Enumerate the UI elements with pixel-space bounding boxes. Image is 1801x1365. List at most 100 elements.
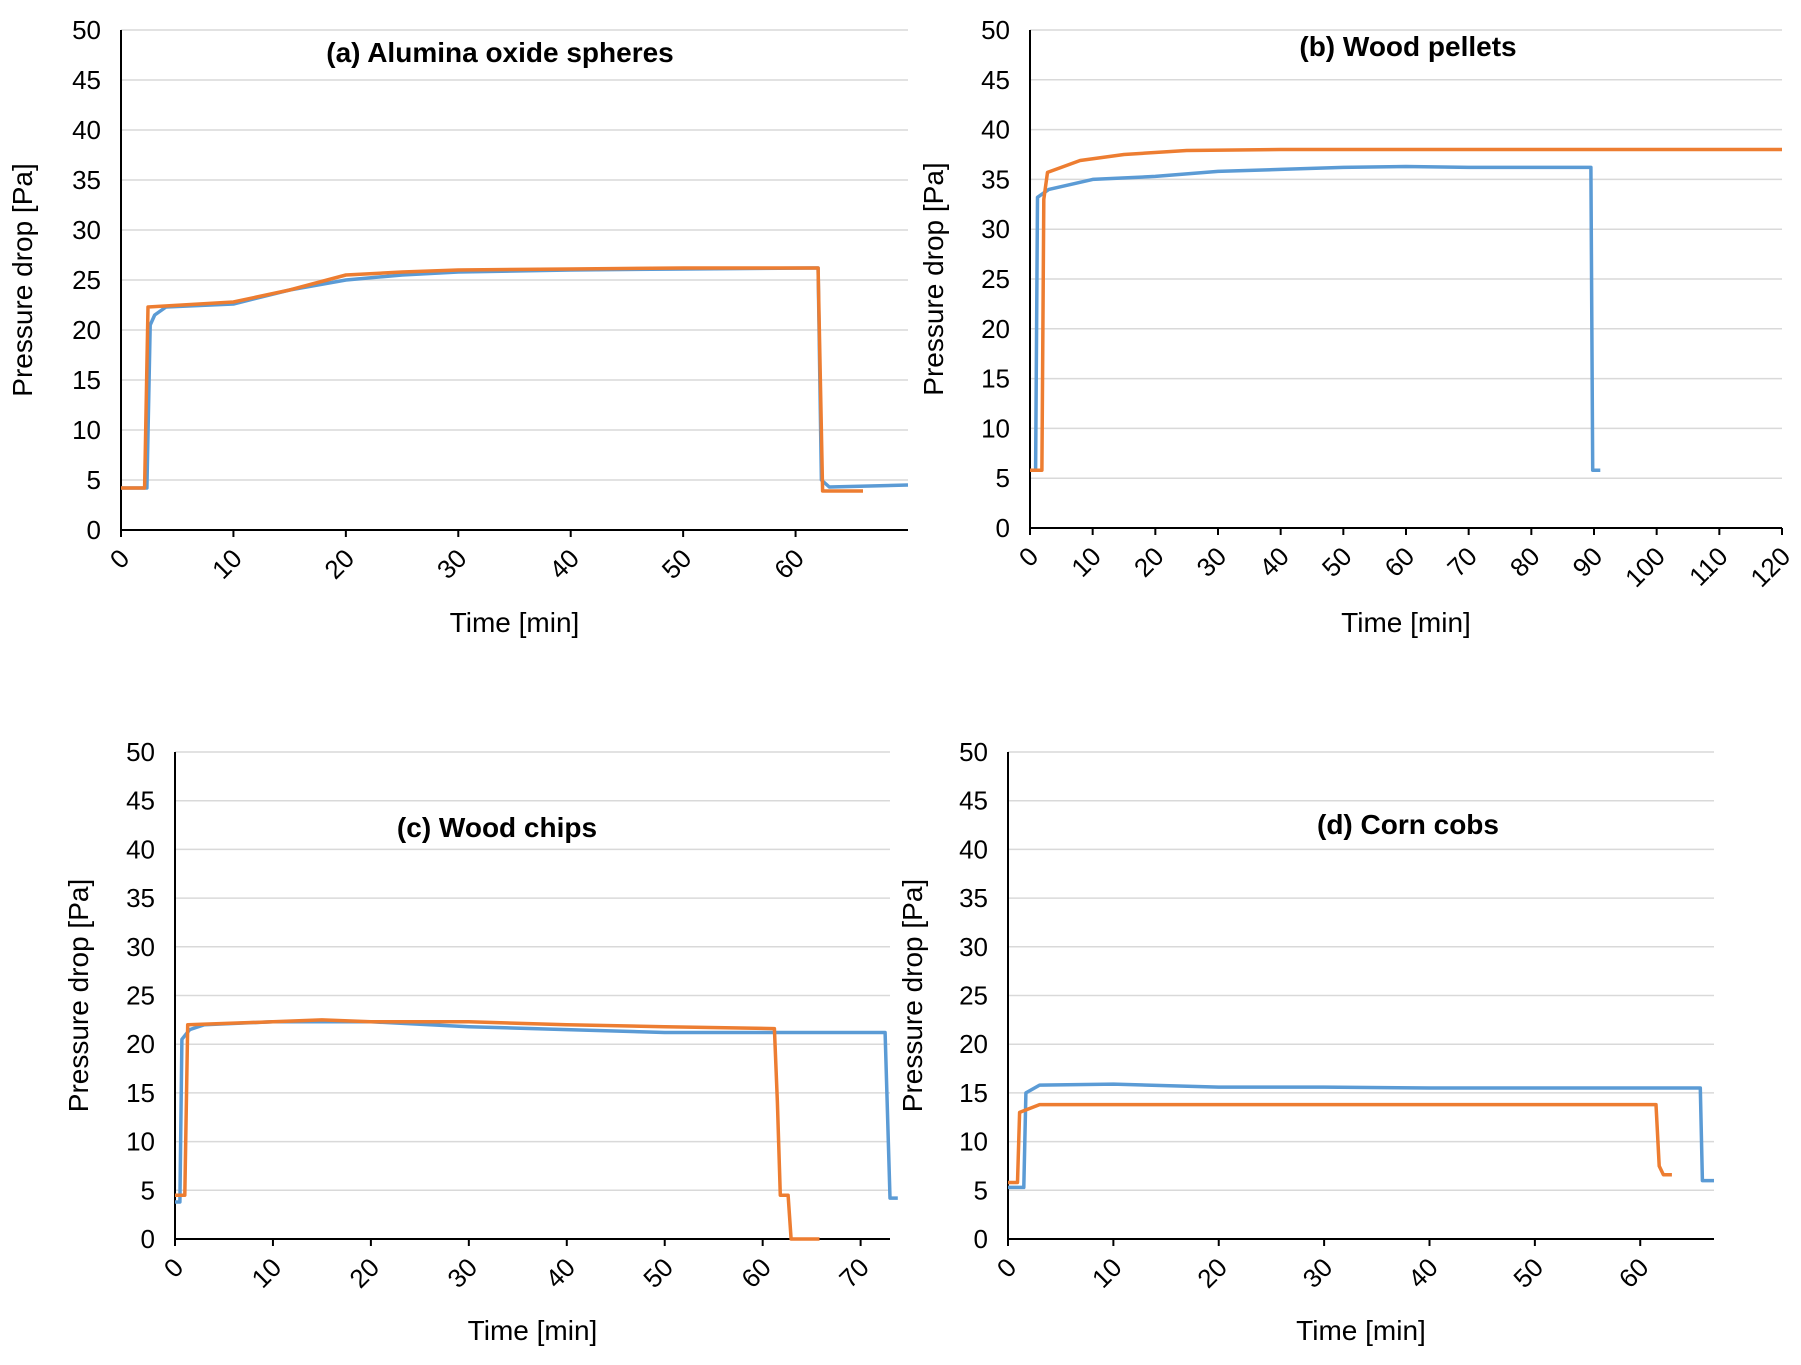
y-axis-title: Pressure drop [Pa] (897, 879, 928, 1112)
x-tick-label: 30 (1297, 1252, 1339, 1294)
y-axis-title: Pressure drop [Pa] (63, 879, 94, 1112)
series-line-orange (1008, 1102, 1672, 1185)
y-tick-label: 5 (87, 465, 101, 495)
chart-panel-4: 0 5 10 15 20 25 30 35 40 45 50 0 10 20 30 40 50 60 (d) Cor… (897, 737, 1714, 1346)
y-tick-label: 25 (72, 265, 101, 295)
x-tick-label: 0 (158, 1252, 189, 1283)
y-tick-label: 15 (959, 1078, 988, 1108)
y-axis-title: Pressure drop [Pa] (918, 162, 949, 395)
x-tick-label: 50 (1316, 541, 1358, 583)
y-tick-label: 45 (959, 786, 988, 816)
y-tick-label: 15 (126, 1078, 155, 1108)
series-line-orange (1030, 147, 1782, 472)
y-tick-label: 50 (126, 737, 155, 767)
y-tick-label: 50 (72, 15, 101, 45)
y-tick-label: 25 (981, 264, 1010, 294)
y-tick-label: 35 (981, 164, 1010, 194)
y-tick-label: 35 (126, 883, 155, 913)
y-tick-label: 45 (72, 65, 101, 95)
y-tick-label: 40 (72, 115, 101, 145)
x-tick-label: 0 (104, 543, 135, 574)
y-tick-label: 30 (981, 214, 1010, 244)
chart-title: (a) Alumina oxide spheres (326, 37, 674, 68)
chart-title: (b) Wood pellets (1299, 31, 1516, 62)
x-tick-label: 10 (1086, 1252, 1128, 1294)
y-tick-label: 10 (126, 1127, 155, 1157)
x-tick-label: 40 (543, 543, 585, 585)
y-tick-label: 30 (126, 932, 155, 962)
x-tick-label: 0 (1013, 541, 1044, 572)
series-line-blue (175, 1020, 898, 1204)
y-tick-label: 0 (996, 513, 1010, 543)
y-tick-label: 15 (72, 365, 101, 395)
y-tick-label: 25 (126, 981, 155, 1011)
x-tick-label: 10 (206, 543, 248, 585)
y-tick-label: 20 (72, 315, 101, 345)
x-tick-label: 60 (735, 1252, 777, 1294)
x-tick-label: 30 (441, 1252, 483, 1294)
y-tick-label: 5 (996, 463, 1010, 493)
x-tick-label: 80 (1504, 541, 1546, 583)
y-tick-label: 40 (126, 834, 155, 864)
x-tick-label: 70 (1441, 541, 1483, 583)
x-tick-label: 90 (1567, 541, 1609, 583)
x-tick-label: 40 (1253, 541, 1295, 583)
y-tick-label: 10 (72, 415, 101, 445)
x-tick-label: 40 (539, 1252, 581, 1294)
chart-title: (d) Corn cobs (1317, 809, 1499, 840)
series-line-orange (175, 1018, 820, 1241)
series-line-blue (1008, 1082, 1714, 1190)
x-tick-label: 100 (1619, 541, 1671, 593)
y-tick-label: 0 (141, 1224, 155, 1254)
x-tick-label: 50 (637, 1252, 679, 1294)
x-tick-label: 0 (991, 1252, 1022, 1283)
y-tick-label: 10 (981, 413, 1010, 443)
y-tick-label: 35 (959, 883, 988, 913)
x-tick-label: 60 (1379, 541, 1421, 583)
y-tick-label: 0 (87, 515, 101, 545)
x-axis-title: Time [min] (1341, 607, 1471, 638)
y-tick-label: 0 (974, 1224, 988, 1254)
y-tick-label: 20 (981, 314, 1010, 344)
x-tick-label: 30 (431, 543, 473, 585)
y-tick-label: 30 (72, 215, 101, 245)
y-tick-label: 50 (959, 737, 988, 767)
x-tick-label: 60 (768, 543, 810, 585)
y-tick-label: 40 (981, 115, 1010, 145)
chart-panel-3: 0 5 10 15 20 25 30 35 40 45 50 0 10 20 30 40 50 60 70 (c) W… (63, 737, 898, 1346)
x-tick-label: 10 (246, 1252, 288, 1294)
y-tick-label: 25 (959, 981, 988, 1011)
series-line-blue (1030, 164, 1601, 472)
x-tick-label: 20 (1191, 1252, 1233, 1294)
x-tick-label: 20 (1128, 541, 1170, 583)
y-tick-label: 45 (981, 65, 1010, 95)
x-tick-label: 70 (833, 1252, 875, 1294)
y-tick-label: 5 (141, 1175, 155, 1205)
y-tick-label: 20 (959, 1029, 988, 1059)
y-tick-label: 45 (126, 786, 155, 816)
series-line-orange (121, 266, 863, 493)
x-tick-label: 60 (1613, 1252, 1655, 1294)
y-tick-label: 40 (959, 834, 988, 864)
x-axis-title: Time [min] (1296, 1315, 1426, 1346)
x-tick-label: 120 (1744, 541, 1796, 593)
y-tick-label: 15 (981, 364, 1010, 394)
y-tick-label: 20 (126, 1029, 155, 1059)
x-tick-label: 110 (1683, 541, 1734, 592)
x-tick-label: 50 (1507, 1252, 1549, 1294)
x-axis-title: Time [min] (468, 1315, 598, 1346)
x-tick-label: 10 (1065, 541, 1107, 583)
x-axis-title: Time [min] (450, 607, 580, 638)
x-tick-label: 40 (1402, 1252, 1444, 1294)
y-tick-label: 30 (959, 932, 988, 962)
x-tick-label: 30 (1191, 541, 1233, 583)
chart-panel-1: 0 5 10 15 20 25 30 35 40 45 50 0 10 20 30 40 50 60 (a) Alu… (7, 15, 909, 638)
y-tick-label: 10 (959, 1127, 988, 1157)
chart-title: (c) Wood chips (397, 812, 597, 843)
y-axis-title: Pressure drop [Pa] (7, 163, 38, 396)
y-tick-label: 35 (72, 165, 101, 195)
y-tick-label: 50 (981, 15, 1010, 45)
x-tick-label: 20 (343, 1252, 385, 1294)
